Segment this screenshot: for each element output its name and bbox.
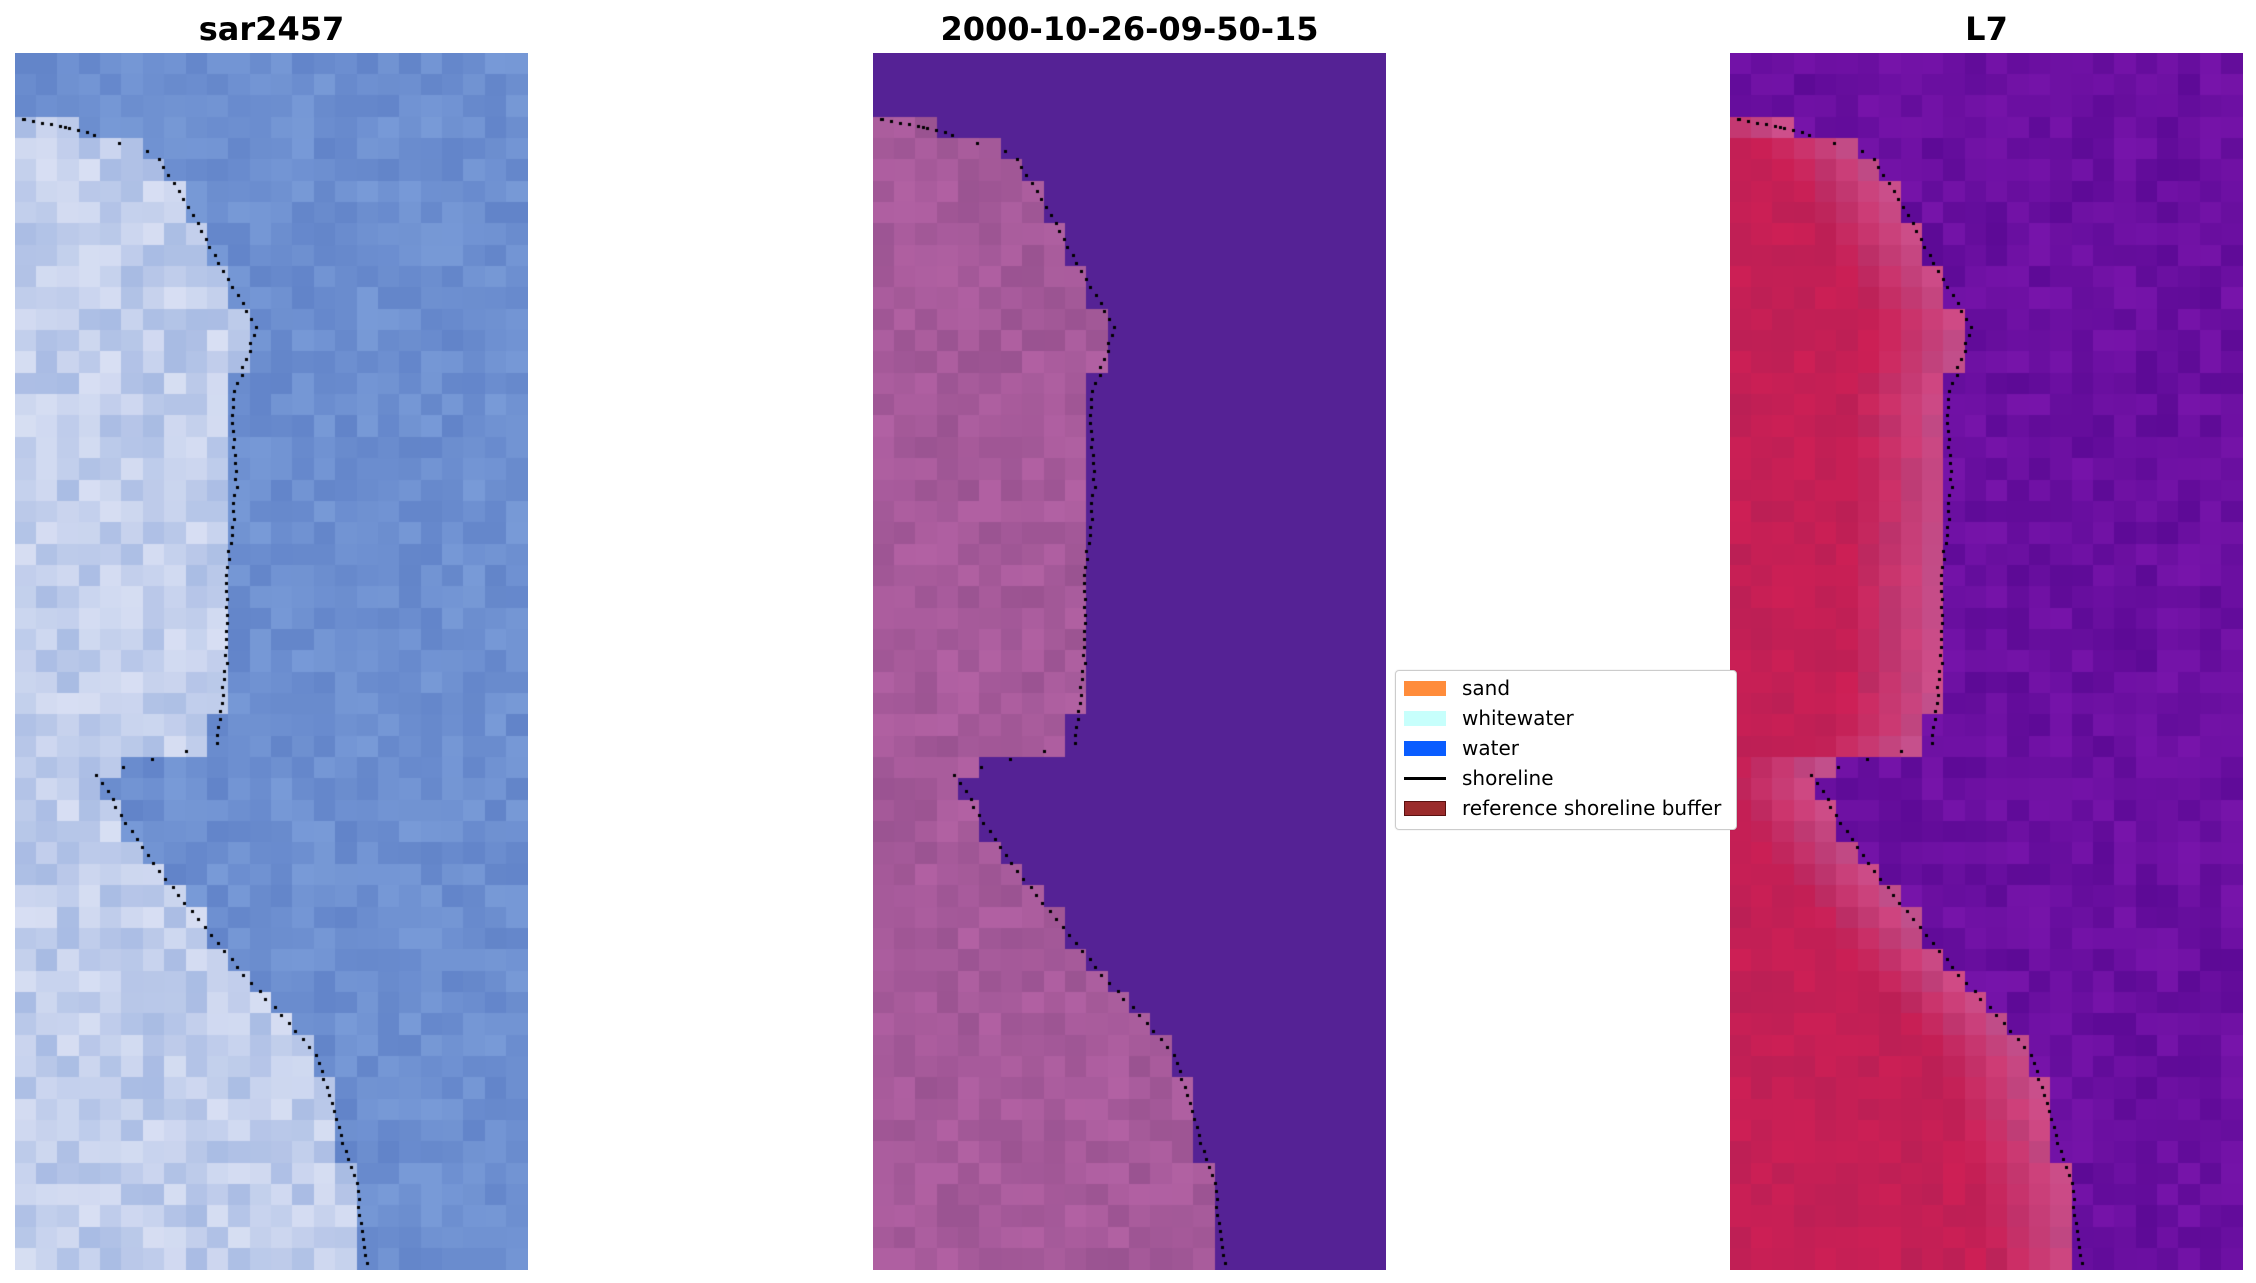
reference-buffer-swatch [1404,800,1446,816]
ndwi-image [1730,53,2243,1270]
legend-label: shoreline [1462,766,1554,790]
shoreline-line-icon [1404,776,1446,780]
panel-title-classified: 2000-10-26-09-50-15 [940,10,1319,48]
legend-label: whitewater [1462,706,1574,730]
water-swatch [1404,740,1446,756]
rgb-image-panel: sar2457 [15,0,528,1283]
legend-item-reference-buffer: reference shoreline buffer [1404,793,1721,823]
legend-label: water [1462,736,1519,760]
legend-item-water: water [1404,733,1519,763]
rgb-image [15,53,528,1270]
legend-label: sand [1462,676,1511,700]
legend-label: reference shoreline buffer [1462,796,1722,820]
classified-image [873,53,1386,1270]
panel-title-rgb: sar2457 [198,10,345,48]
ndwi-image-panel: L7 [1730,0,2243,1283]
legend: sand whitewater water shoreline referenc… [1395,670,1737,830]
classified-image-panel: 2000-10-26-09-50-15 [873,0,1386,1283]
panel-title-ndwi: L7 [1965,10,2008,48]
sand-swatch [1404,680,1446,696]
whitewater-swatch [1404,710,1446,726]
legend-item-shoreline: shoreline [1404,763,1554,793]
legend-item-sand: sand [1404,673,1510,703]
legend-item-whitewater: whitewater [1404,703,1574,733]
